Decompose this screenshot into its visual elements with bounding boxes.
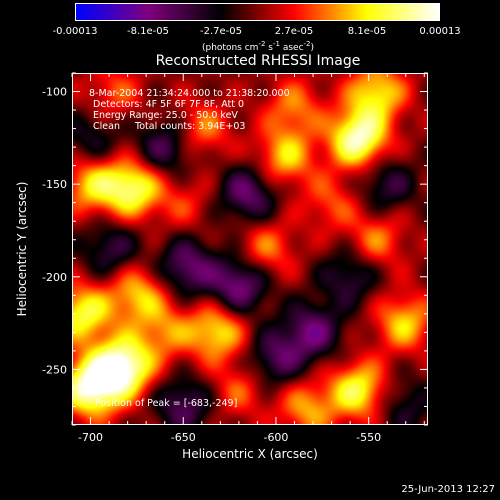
x-axis-label: Heliocentric X (arcsec) [182, 447, 318, 461]
heatmap-image [73, 74, 427, 424]
y-tick-label: -250 [42, 363, 67, 376]
colorbar-tick-label: 0.00013 [419, 26, 461, 37]
peak-position-annotation: Position of Peak = [-683,-249] [95, 398, 238, 409]
colorbar-tick-label: -8.1e-05 [127, 26, 169, 37]
colorbar-tick-label: -2.7e-05 [200, 26, 242, 37]
colorbar-unit-label: (photons cm-2 s-1 asec-2) [201, 40, 315, 53]
detectors-annotation: Detectors: 4F 5F 6F 7F 8F, Att 0 [93, 99, 245, 110]
clean-total-counts-annotation: Clean Total counts: 3.94E+03 [93, 121, 246, 132]
x-tick-label: -600 [263, 431, 288, 444]
x-tick-label: -700 [78, 431, 103, 444]
footer-date: 25-Jun-2013 12:27 [401, 484, 495, 495]
chart-title: Reconstructed RHESSI Image [155, 53, 361, 69]
colorbar-tick-label: 2.7e-05 [274, 26, 314, 37]
y-tick-label: -200 [42, 271, 67, 284]
colorbar [75, 3, 440, 21]
plot-area: 8-Mar-2004 21:34:24.000 to 21:38:20.000 … [72, 73, 428, 425]
time-range-annotation: 8-Mar-2004 21:34:24.000 to 21:38:20.000 [89, 88, 290, 99]
x-tick-label: -550 [356, 431, 381, 444]
energy-range-annotation: Energy Range: 25.0 - 50.0 keV [93, 110, 238, 121]
y-axis-label: Heliocentric Y (arcsec) [15, 181, 29, 317]
x-tick-label: -650 [171, 431, 196, 444]
y-tick-label: -150 [42, 178, 67, 191]
colorbar-tick-label: -0.00013 [52, 26, 98, 37]
colorbar-gradient [76, 4, 439, 20]
colorbar-tick-label: 8.1e-05 [347, 26, 387, 37]
y-tick-label: -100 [42, 86, 67, 99]
